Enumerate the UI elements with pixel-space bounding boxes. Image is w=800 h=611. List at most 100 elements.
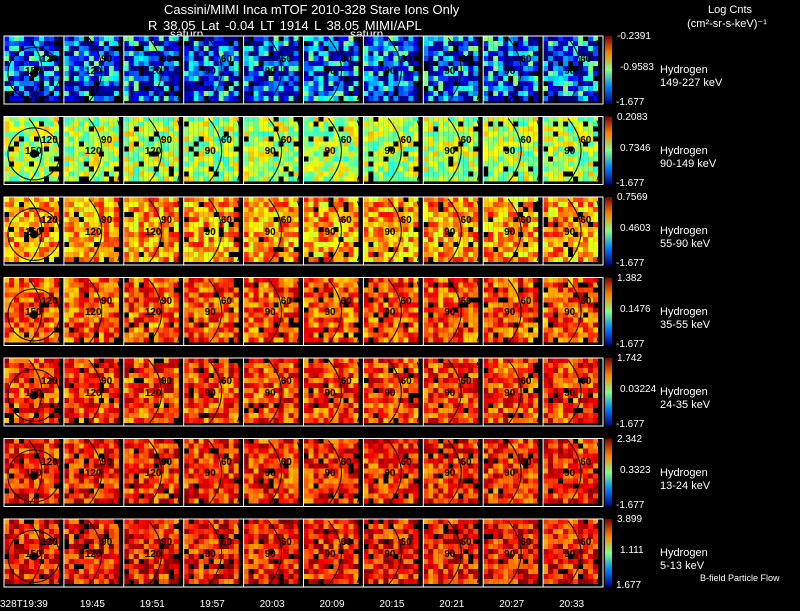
heatmap-cell [284,122,289,127]
heatmap-cell [194,293,199,298]
heatmap-cell [89,298,94,303]
heatmap-cell [548,237,553,242]
heatmap-cell [498,207,503,212]
heatmap-cell [443,177,448,182]
heatmap-cell [488,127,493,132]
heatmap-cell [403,71,408,76]
heatmap-cell [314,51,319,56]
heatmap-cell [578,252,583,257]
heatmap-cell [24,278,29,283]
heatmap-cell [124,298,129,303]
heatmap-cell [528,202,533,207]
heatmap-cell [129,227,134,232]
heatmap-cell [378,217,383,222]
heatmap-cell [284,152,289,157]
heatmap-cell [548,232,553,237]
heatmap-cell [174,147,179,152]
heatmap-cell [184,56,189,61]
heatmap-cell [573,162,578,167]
heatmap-cell [468,91,473,96]
heatmap-cell [189,46,194,51]
heatmap-cell [94,278,99,283]
heatmap-cell [194,51,199,56]
heatmap-cell [134,293,139,298]
heatmap-cell [588,81,593,86]
heatmap-cell [259,298,264,303]
heatmap-cell [483,127,488,132]
heatmap-cell [249,142,254,147]
heatmap-cell [593,51,598,56]
heatmap-cell [184,222,189,227]
heatmap-cell [443,197,448,202]
heatmap-cell [433,247,438,252]
heatmap-cell [259,96,264,101]
heatmap-cell [423,71,428,76]
heatmap-cell [533,247,538,252]
heatmap-cell [124,338,129,343]
heatmap-cell [368,46,373,51]
heatmap-cell [533,172,538,177]
heatmap-cell [99,288,104,293]
heatmap-cell [533,46,538,51]
heatmap-cell [79,71,84,76]
heatmap-cell [199,257,204,262]
heatmap-cell [169,288,174,293]
heatmap-cell [129,86,134,91]
heatmap-cell [368,207,373,212]
heatmap-cell [528,257,533,262]
heatmap-cell [64,232,69,237]
heatmap-cell [84,41,89,46]
heatmap-cell [388,91,393,96]
heatmap-cell [563,86,568,91]
heatmap-cell [309,162,314,167]
heatmap-cell [588,117,593,122]
heatmap-cell [493,197,498,202]
heatmap-cell [144,257,149,262]
heatmap-cell [433,71,438,76]
heatmap-cell [408,157,413,162]
heatmap-cell [49,152,54,157]
heatmap-cell [438,177,443,182]
heatmap-cell [49,197,54,202]
heatmap-cell [533,76,538,81]
heatmap-cell [354,303,359,308]
heatmap-cell [189,71,194,76]
heatmap-cell [468,157,473,162]
heatmap-cell [324,278,329,283]
heatmap-cell [154,177,159,182]
heatmap-cell [319,147,324,152]
heatmap-cell [194,252,199,257]
heatmap-cell [259,323,264,328]
heatmap-cell [498,66,503,71]
heatmap-cell [64,217,69,222]
heatmap-cell [304,217,309,222]
heatmap-cell [368,91,373,96]
heatmap-cell [398,278,403,283]
heatmap-cell [548,212,553,217]
heatmap-cell [408,232,413,237]
heatmap-cell [433,177,438,182]
heatmap-cell [553,51,558,56]
heatmap-cell [518,127,523,132]
heatmap-cell [14,207,19,212]
heatmap-cell [443,81,448,86]
heatmap-cell [134,328,139,333]
heatmap-cell [224,76,229,81]
heatmap-cell [44,202,49,207]
heatmap-cell [144,298,149,303]
heatmap-cell [189,117,194,122]
heatmap-cell [124,323,129,328]
heatmap-cell [423,157,428,162]
heatmap-cell [403,172,408,177]
heatmap-cell [64,91,69,96]
heatmap-cell [463,242,468,247]
heatmap-cell [548,117,553,122]
heatmap-cell [109,162,114,167]
heatmap-cell [99,91,104,96]
heatmap-cell [329,333,334,338]
heatmap-cell [334,36,339,41]
heatmap-cell [169,127,174,132]
heatmap-cell [194,237,199,242]
heatmap-cell [443,91,448,96]
heatmap-cell [49,96,54,101]
